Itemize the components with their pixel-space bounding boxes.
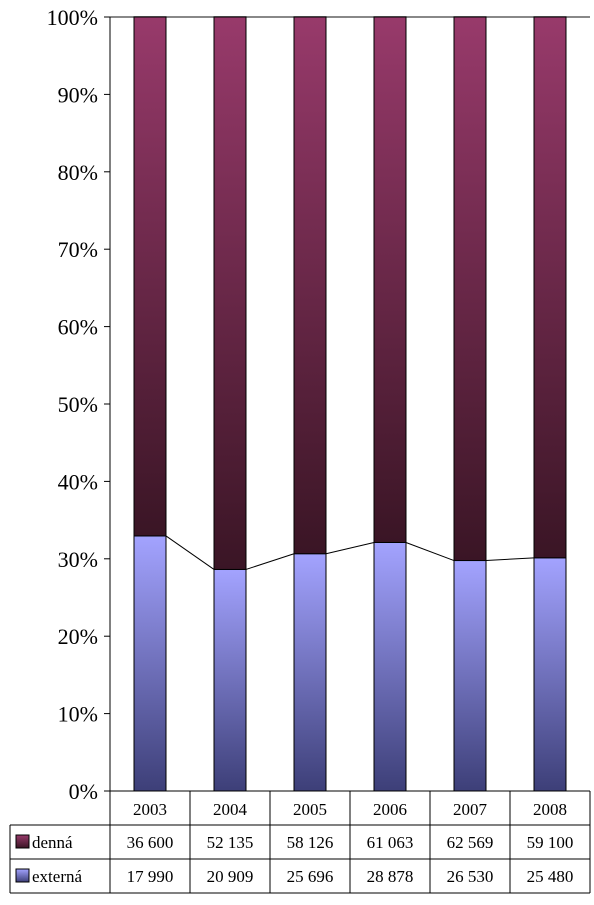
data-label: 61 063 xyxy=(367,833,414,852)
y-tick-label: 100% xyxy=(47,5,98,30)
data-label: 36 600 xyxy=(127,833,174,852)
y-tick-label: 50% xyxy=(58,392,98,417)
data-label: 58 126 xyxy=(287,833,334,852)
data-label: 62 569 xyxy=(447,833,494,852)
series-line xyxy=(485,557,535,562)
data-label: 26 530 xyxy=(447,867,494,886)
y-tick-label: 0% xyxy=(69,779,98,804)
bar-denna-2006 xyxy=(373,16,407,543)
legend-label: denná xyxy=(32,833,73,852)
series-line xyxy=(405,542,455,562)
data-label: 59 100 xyxy=(527,833,574,852)
bar-denna-2007 xyxy=(453,16,487,562)
data-label: 28 878 xyxy=(367,867,414,886)
data-label: 20 909 xyxy=(207,867,254,886)
y-tick-label: 20% xyxy=(58,624,98,649)
y-tick-label: 90% xyxy=(58,82,98,107)
bar-externa-2007 xyxy=(453,560,487,792)
x-tick-label: 2008 xyxy=(533,800,567,819)
y-tick-label: 40% xyxy=(58,469,98,494)
bar-externa-2005 xyxy=(293,553,327,792)
legend-label: externá xyxy=(32,867,82,886)
bar-externa-2004 xyxy=(213,568,247,792)
y-tick-label: 60% xyxy=(58,315,98,340)
x-tick-label: 2006 xyxy=(373,800,407,819)
bar-denna-2004 xyxy=(213,16,247,570)
data-label: 17 990 xyxy=(127,867,174,886)
bar-denna-2005 xyxy=(293,16,327,555)
series-line xyxy=(165,535,215,570)
data-label: 52 135 xyxy=(207,833,254,852)
x-tick-label: 2003 xyxy=(133,800,167,819)
y-tick-label: 10% xyxy=(58,702,98,727)
bar-externa-2006 xyxy=(373,541,407,792)
x-tick-label: 2005 xyxy=(293,800,327,819)
series-line xyxy=(325,541,375,555)
x-tick-label: 2007 xyxy=(453,800,488,819)
data-label: 25 696 xyxy=(287,867,334,886)
y-tick-label: 80% xyxy=(58,160,98,185)
legend-swatch xyxy=(15,834,30,849)
x-tick-label: 2004 xyxy=(213,800,248,819)
legend-swatch xyxy=(15,868,30,883)
data-label: 25 480 xyxy=(527,867,574,886)
series-line xyxy=(245,553,295,570)
y-tick-label: 70% xyxy=(58,237,98,262)
y-tick-label: 30% xyxy=(58,547,98,572)
bar-externa-2003 xyxy=(133,535,167,792)
bar-denna-2003 xyxy=(133,16,167,537)
bar-externa-2008 xyxy=(533,557,567,792)
bar-denna-2008 xyxy=(533,16,567,559)
